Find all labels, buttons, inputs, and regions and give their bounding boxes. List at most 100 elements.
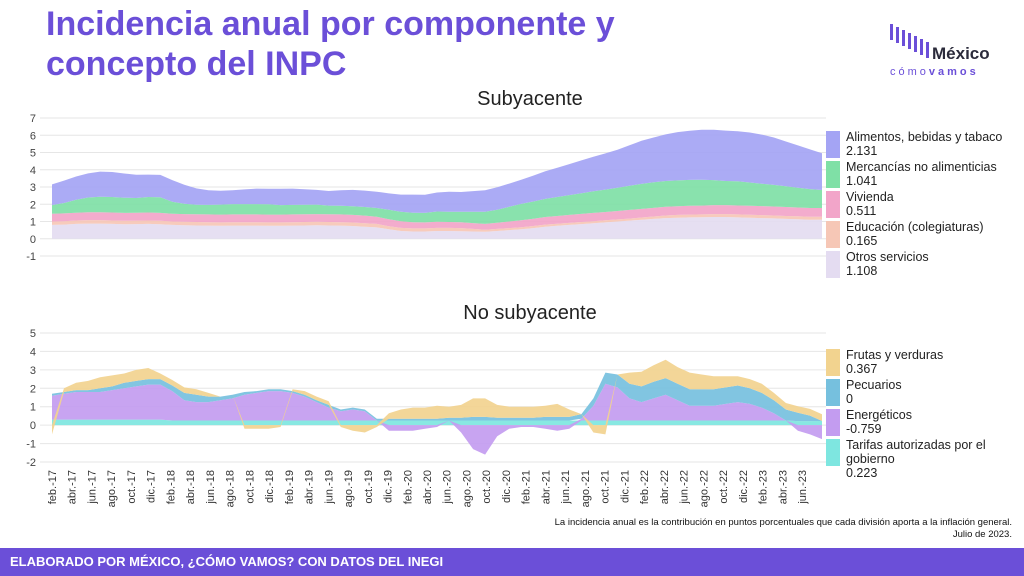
- legend-swatch: [826, 221, 840, 248]
- x-tick-label: ago.-17: [106, 470, 118, 507]
- legend-swatch: [826, 131, 840, 158]
- legend-no-subyacente: Frutas y verduras 0.367 Pecuarios 0 Energéti…: [826, 348, 1016, 482]
- legend-swatch: [826, 439, 840, 466]
- x-tick-label: feb.-17: [47, 470, 59, 504]
- legend-item: Tarifas autorizadas por el gobierno 0.223: [826, 438, 1016, 480]
- y-tick-label: 3: [30, 365, 36, 377]
- footnote-line-2: Julio de 2023.: [952, 529, 1012, 540]
- legend-swatch: [826, 379, 840, 406]
- legend-value: 0.367: [846, 362, 878, 376]
- x-tick-label: jun.-22: [679, 470, 691, 505]
- y-tick-label: 1: [30, 217, 36, 229]
- legend-swatch: [826, 191, 840, 218]
- legend-swatch: [826, 161, 840, 188]
- y-tick-label: 0: [30, 234, 36, 246]
- legend-item: Educación (colegiaturas) 0.165: [826, 220, 1016, 248]
- legend-item: Energéticos -0.759: [826, 408, 1016, 436]
- y-tick-label: 5: [30, 328, 36, 340]
- area-mercancias-no-alimenticias: [52, 179, 822, 224]
- x-tick-label: feb.-21: [521, 470, 533, 504]
- legend-label: Alimentos, bebidas y tabaco: [846, 130, 1003, 144]
- legend-label: Otros servicios: [846, 250, 929, 264]
- x-tick-label: abr.-17: [67, 470, 79, 504]
- legend-value: 1.041: [846, 174, 878, 188]
- x-tick-label: jun.-17: [86, 470, 98, 505]
- x-tick-label: dic.-17: [146, 470, 158, 503]
- bars-logo-icon: [890, 24, 929, 58]
- x-tick-label: dic.-20: [501, 470, 513, 503]
- logo-word: México: [932, 44, 990, 63]
- legend-item: Vivienda 0.511: [826, 190, 1016, 218]
- y-tick-label: -1: [26, 439, 36, 451]
- legend-item: Frutas y verduras 0.367: [826, 348, 1016, 376]
- area-frutas-y-verduras: [52, 359, 822, 435]
- legend-label: Tarifas autorizadas por el gobierno: [846, 438, 986, 466]
- footnote: La incidencia anual es la contribución e…: [555, 517, 1012, 541]
- legend-swatch: [826, 349, 840, 376]
- y-tick-label: -1: [26, 251, 36, 263]
- x-tick-label: dic.-21: [619, 470, 631, 503]
- legend-label: Educación (colegiaturas): [846, 220, 984, 234]
- legend-label: Mercancías no alimenticias: [846, 160, 997, 174]
- area-vivienda: [52, 205, 822, 230]
- footnote-line-1: La incidencia anual es la contribución e…: [554, 517, 1012, 528]
- legend-swatch: [826, 409, 840, 436]
- legend-swatch: [826, 251, 840, 278]
- x-tick-label: abr.-22: [659, 470, 671, 504]
- x-tick-label: jun.-20: [442, 470, 454, 505]
- x-tick-label: feb.-19: [284, 470, 296, 504]
- x-tick-label: jun.-21: [560, 470, 572, 505]
- y-tick-label: 0: [30, 420, 36, 432]
- legend-label: Pecuarios: [846, 378, 902, 392]
- x-tick-label: feb.-20: [402, 470, 414, 504]
- area-educacion-colegiaturas: [52, 214, 822, 232]
- x-tick-label: dic.-18: [264, 470, 276, 503]
- x-tick-label: feb.-22: [639, 470, 651, 504]
- legend-value: -0.759: [846, 422, 882, 436]
- x-tick-label: dic.-22: [738, 470, 750, 503]
- y-tick-label: 1: [30, 402, 36, 414]
- legend-item: Pecuarios 0: [826, 378, 1016, 406]
- x-tick-label: oct.-22: [718, 470, 730, 504]
- y-tick-label: 6: [30, 130, 36, 142]
- legend-value: 0: [846, 392, 853, 406]
- x-tick-label: oct.-18: [244, 470, 256, 504]
- x-tick-label: ago.-21: [580, 470, 592, 507]
- x-tick-label: dic.-19: [383, 470, 395, 503]
- legend-subyacente: Alimentos, bebidas y tabaco 2.131 Mercancí…: [826, 130, 1016, 280]
- x-tick-label: ago.-22: [698, 470, 710, 507]
- x-tick-label: oct.-20: [481, 470, 493, 504]
- legend-label: Frutas y verduras: [846, 348, 944, 362]
- x-tick-label: abr.-23: [777, 470, 789, 504]
- y-tick-label: 4: [30, 165, 36, 177]
- area-otros-servicios: [52, 217, 822, 239]
- x-tick-label: jun.-23: [797, 470, 809, 505]
- x-tick-label: feb.-23: [758, 470, 770, 504]
- area-energeticos: [52, 383, 822, 455]
- panel-title-subyacente: Subyacente: [477, 88, 583, 110]
- area-pecuarios: [52, 372, 822, 422]
- legend-value: 2.131: [846, 144, 878, 158]
- page-title: Incidencia anual por componente y concep…: [46, 5, 615, 83]
- mexico-como-vamos-logo: México cómovamos: [880, 24, 1010, 84]
- logo-sub-light: cómo: [890, 66, 929, 78]
- x-tick-label: abr.-19: [304, 470, 316, 504]
- x-tick-label: abr.-18: [185, 470, 197, 504]
- legend-value: 0.165: [846, 234, 878, 248]
- x-tick-label: ago.-20: [461, 470, 473, 507]
- x-tick-label: oct.-21: [600, 470, 612, 504]
- legend-item: Otros servicios 1.108: [826, 250, 1016, 278]
- legend-label: Energéticos: [846, 408, 913, 422]
- footer-bar: ELABORADO POR MÉXICO, ¿CÓMO VAMOS? CON D…: [0, 548, 1024, 576]
- y-tick-label: 7: [30, 113, 36, 125]
- y-tick-label: 2: [30, 383, 36, 395]
- x-tick-label: jun.-18: [205, 470, 217, 505]
- x-tick-label: oct.-19: [363, 470, 375, 504]
- x-tick-label: abr.-20: [422, 470, 434, 504]
- x-tick-label: oct.-17: [126, 470, 138, 504]
- y-tick-label: 2: [30, 199, 36, 211]
- logo-sub-bold: vamos: [928, 66, 979, 78]
- x-tick-label: jun.-19: [323, 470, 335, 505]
- area-tarifas-autorizadas-por-el-gobierno: [52, 419, 822, 426]
